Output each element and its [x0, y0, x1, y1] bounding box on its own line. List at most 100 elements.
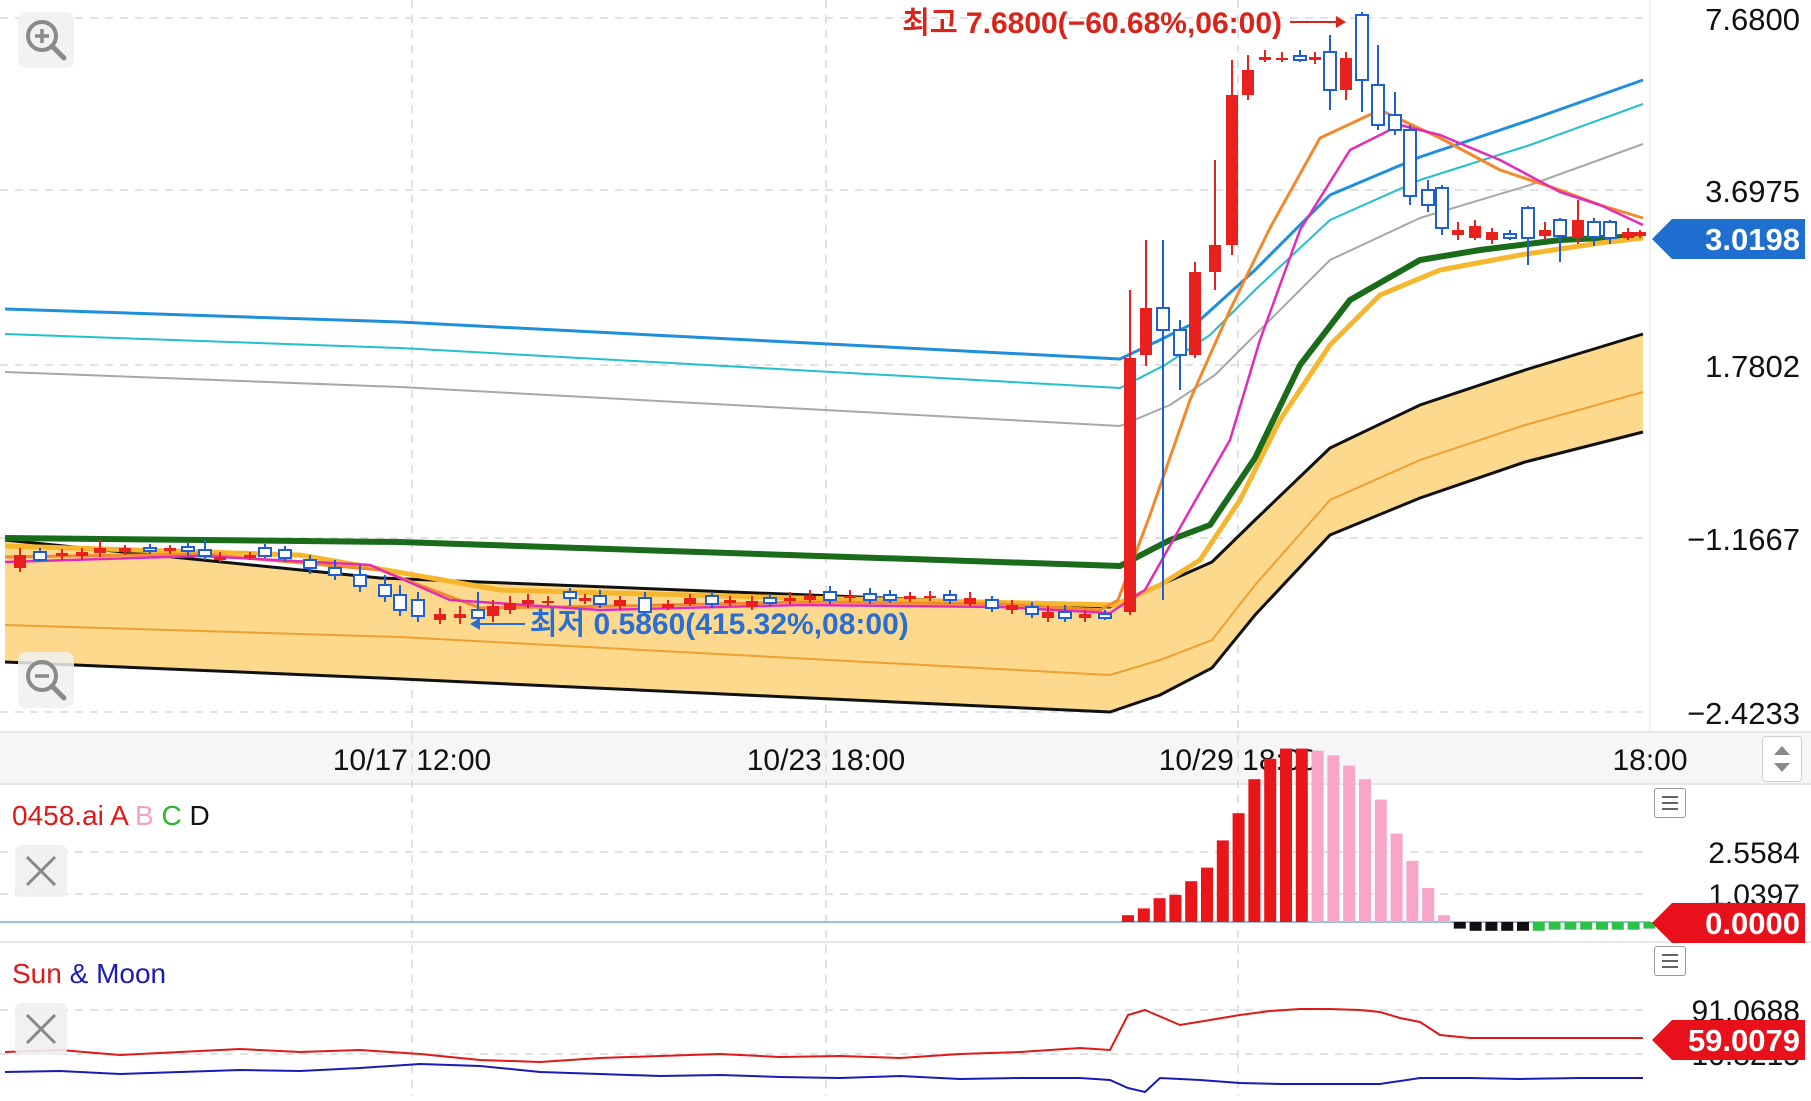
- candle-body: [964, 598, 976, 604]
- candle-body: [883, 594, 897, 601]
- indicator2-title: Sun & Moon: [12, 958, 166, 990]
- scroll-arrows-button[interactable]: [1762, 736, 1802, 782]
- indicator1-menu-button[interactable]: [1654, 788, 1686, 818]
- low-annotation: 최저 0.5860(415.32%,08:00): [530, 608, 909, 641]
- candle-body: [1209, 245, 1221, 272]
- candle-body: [1403, 129, 1417, 197]
- candle-body: [662, 604, 674, 608]
- candle-body: [579, 598, 591, 601]
- candle-body: [1006, 605, 1018, 610]
- candle-body: [14, 555, 26, 568]
- candle-body: [411, 599, 425, 617]
- indicator1-title-d: D: [189, 800, 210, 831]
- histogram-bar: [1216, 840, 1229, 922]
- histogram-bar: [1122, 915, 1134, 922]
- indicator2-close-button[interactable]: [15, 1003, 67, 1055]
- candle-body: [1124, 358, 1136, 612]
- sun-line: [4, 1008, 1643, 1064]
- price-axis-label: −1.1667: [1687, 522, 1800, 557]
- candle-body: [1226, 95, 1238, 245]
- price-axis-label: −2.4233: [1687, 696, 1800, 731]
- ma-gray-line: [4, 143, 1644, 427]
- candle-body: [1242, 70, 1254, 95]
- current-price-label: 3.0198: [1705, 222, 1800, 257]
- candle-body: [94, 548, 106, 553]
- histogram-bar: [1485, 922, 1498, 931]
- histogram-bar: [1137, 908, 1150, 922]
- histogram-bar: [1248, 779, 1261, 922]
- zoom-out-button[interactable]: [18, 652, 74, 708]
- candle-body: [487, 606, 499, 616]
- time-axis-band: [0, 732, 1811, 784]
- candle-body: [1098, 613, 1112, 619]
- candle-body: [844, 596, 856, 598]
- candle-body: [943, 594, 957, 601]
- time-axis-label: 10/29 18:00: [1159, 744, 1317, 777]
- indicator1-title-name: 0458.ai: [12, 800, 104, 831]
- price-axis-label: 7.6800: [1705, 2, 1800, 37]
- moon-line: [4, 1062, 1643, 1094]
- candle-body: [378, 584, 392, 597]
- candle-body: [763, 597, 777, 604]
- candle-body: [1469, 226, 1481, 238]
- indicator1-value-label: 0.0000: [1705, 906, 1800, 941]
- candle-body: [684, 598, 696, 604]
- indicator2-title-amp: &: [69, 958, 89, 989]
- indicator1-axis-label: 2.5584: [1708, 837, 1800, 870]
- candle-body: [1388, 114, 1402, 131]
- candle-body: [76, 552, 88, 556]
- candle-body: [56, 553, 68, 556]
- candle-body: [1421, 189, 1435, 206]
- ma-magenta-line: [4, 123, 1644, 615]
- candle-body: [181, 546, 195, 552]
- high-annotation: 최고 7.6800(−60.68%,06:00): [902, 7, 1282, 40]
- zoom-out-icon: [26, 660, 67, 701]
- histogram-bar: [1185, 881, 1198, 922]
- cloud-fill: [5, 334, 1643, 712]
- candle-body: [823, 591, 837, 601]
- histogram-bar: [1327, 755, 1340, 922]
- indicator1-close-button[interactable]: [15, 845, 67, 897]
- candle-body: [119, 548, 131, 552]
- histogram-bar: [1232, 813, 1245, 922]
- histogram-bar: [1580, 922, 1593, 930]
- candle-body: [393, 594, 407, 611]
- menu-icon: [1662, 954, 1678, 968]
- menu-icon: [1662, 796, 1678, 810]
- cloud-upper-line: [4, 332, 1644, 609]
- indicator2-title-moon: Moon: [96, 958, 167, 989]
- high-annotation-arrowhead: [1336, 16, 1346, 28]
- candle-body: [1622, 232, 1634, 238]
- histogram-bar: [1517, 922, 1529, 931]
- candle-body: [1603, 221, 1617, 239]
- cloud-mid-line: [4, 391, 1644, 677]
- time-axis-label: 10/17 12:00: [333, 744, 491, 777]
- histogram-bar: [1469, 922, 1482, 931]
- histogram-bar: [1438, 915, 1450, 922]
- candle-body: [614, 600, 626, 606]
- candle-body: [1259, 57, 1271, 60]
- histogram-bar: [1548, 922, 1561, 930]
- candle-body: [244, 555, 256, 558]
- indicator2-menu-button[interactable]: [1654, 946, 1686, 976]
- annotation-layer: 최고 7.6800(−60.68%,06:00) 최저 0.5860(415.32…: [470, 7, 1805, 641]
- candle-body: [1079, 614, 1091, 618]
- candle-body: [1452, 230, 1464, 235]
- ichimoku-band-layer: [4, 332, 1644, 714]
- candle-body: [1309, 57, 1321, 60]
- candle-body: [985, 599, 999, 609]
- histogram-bar: [1280, 748, 1292, 922]
- candle-body: [542, 601, 554, 603]
- candle-body: [522, 600, 534, 604]
- candle-body: [1634, 232, 1646, 236]
- candle-body: [904, 596, 916, 599]
- candle-body: [1340, 58, 1352, 90]
- candle-body: [1553, 219, 1567, 237]
- candle-body: [1058, 611, 1072, 619]
- histogram-bar: [1532, 922, 1545, 931]
- zoom-in-button[interactable]: [18, 12, 74, 68]
- candle-body: [1189, 272, 1201, 355]
